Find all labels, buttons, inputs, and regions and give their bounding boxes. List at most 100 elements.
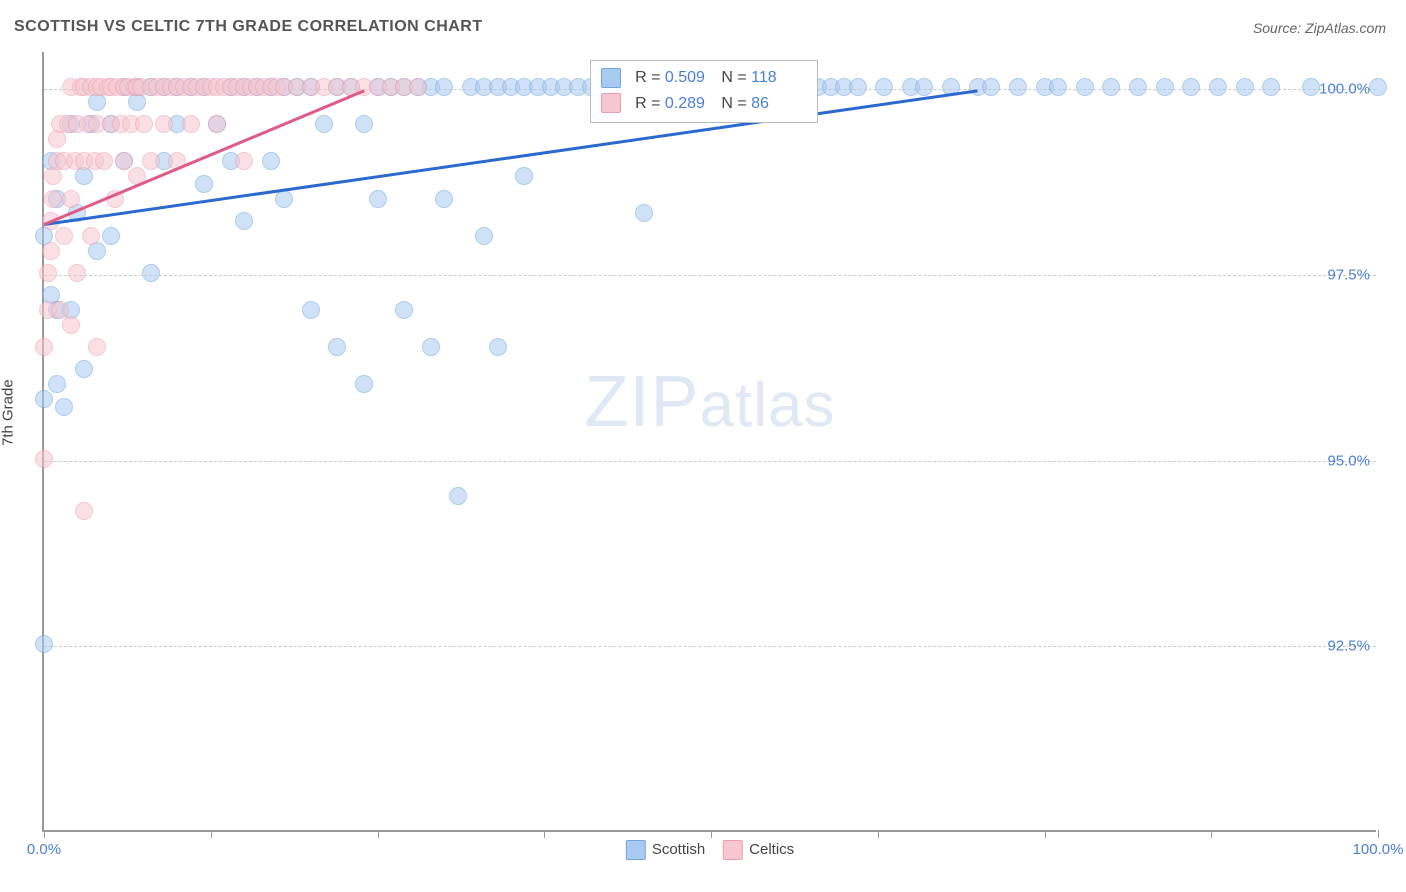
data-point — [1102, 78, 1120, 96]
data-point — [235, 152, 253, 170]
data-point — [35, 635, 53, 653]
data-point — [435, 78, 453, 96]
data-point — [1209, 78, 1227, 96]
legend-item: Scottish — [626, 840, 705, 860]
data-point — [195, 175, 213, 193]
chart-source: Source: ZipAtlas.com — [1253, 20, 1386, 36]
stats-box: R = 0.509 N = 118R = 0.289 N = 86 — [590, 60, 818, 123]
y-axis-label: 7th Grade — [0, 379, 17, 446]
x-tick — [1378, 830, 1379, 838]
data-point — [235, 212, 253, 230]
x-tick — [44, 830, 45, 838]
data-point — [62, 316, 80, 334]
data-point — [55, 398, 73, 416]
x-tick — [1211, 830, 1212, 838]
plot-area: ZIPatlas ScottishCeltics 92.5%95.0%97.5%… — [42, 52, 1376, 832]
x-tick — [211, 830, 212, 838]
data-point — [135, 115, 153, 133]
legend-swatch — [601, 93, 621, 113]
data-point — [75, 502, 93, 520]
data-point — [155, 115, 173, 133]
data-point — [1369, 78, 1387, 96]
data-point — [849, 78, 867, 96]
data-point — [55, 227, 73, 245]
data-point — [1009, 78, 1027, 96]
data-point — [275, 190, 293, 208]
data-point — [475, 227, 493, 245]
data-point — [39, 264, 57, 282]
data-point — [35, 338, 53, 356]
data-point — [82, 227, 100, 245]
x-tick — [378, 830, 379, 838]
data-point — [68, 264, 86, 282]
data-point — [208, 115, 226, 133]
data-point — [1236, 78, 1254, 96]
watermark-rest: atlas — [700, 371, 836, 440]
data-point — [982, 78, 1000, 96]
data-point — [302, 301, 320, 319]
data-point — [35, 390, 53, 408]
x-tick-label: 0.0% — [27, 841, 61, 858]
data-point — [1302, 78, 1320, 96]
stats-text: R = 0.509 N = 118 — [635, 65, 803, 91]
watermark: ZIPatlas — [585, 361, 836, 443]
x-tick — [1045, 830, 1046, 838]
data-point — [182, 115, 200, 133]
data-point — [1182, 78, 1200, 96]
data-point — [142, 152, 160, 170]
data-point — [75, 360, 93, 378]
legend-swatch — [626, 840, 646, 860]
data-point — [355, 375, 373, 393]
data-point — [355, 115, 373, 133]
data-point — [1076, 78, 1094, 96]
legend-swatch — [601, 68, 621, 88]
data-point — [1049, 78, 1067, 96]
legend-label: Scottish — [652, 841, 705, 858]
x-tick — [544, 830, 545, 838]
chart-title: SCOTTISH VS CELTIC 7TH GRADE CORRELATION… — [14, 18, 483, 36]
data-point — [422, 338, 440, 356]
data-point — [44, 190, 62, 208]
data-point — [489, 338, 507, 356]
y-tick-label: 92.5% — [1327, 638, 1370, 655]
data-point — [42, 242, 60, 260]
series-legend: Scottish Celtics — [626, 840, 794, 860]
data-point — [48, 375, 66, 393]
data-point — [515, 167, 533, 185]
legend-swatch — [723, 840, 743, 860]
y-tick-label: 100.0% — [1319, 81, 1370, 98]
watermark-bold: ZIP — [585, 362, 700, 442]
legend-label: Celtics — [749, 841, 794, 858]
data-point — [95, 152, 113, 170]
data-point — [88, 338, 106, 356]
data-point — [328, 338, 346, 356]
data-point — [369, 190, 387, 208]
gridline — [44, 461, 1376, 462]
data-point — [875, 78, 893, 96]
data-point — [1262, 78, 1280, 96]
stats-row: R = 0.289 N = 86 — [601, 91, 803, 117]
data-point — [35, 450, 53, 468]
data-point — [1129, 78, 1147, 96]
x-tick — [711, 830, 712, 838]
correlation-chart: SCOTTISH VS CELTIC 7TH GRADE CORRELATION… — [0, 0, 1406, 892]
data-point — [435, 190, 453, 208]
data-point — [635, 204, 653, 222]
stats-text: R = 0.289 N = 86 — [635, 91, 803, 117]
x-tick-label: 100.0% — [1353, 841, 1404, 858]
data-point — [102, 227, 120, 245]
data-point — [915, 78, 933, 96]
data-point — [409, 78, 427, 96]
stats-row: R = 0.509 N = 118 — [601, 65, 803, 91]
data-point — [449, 487, 467, 505]
data-point — [142, 264, 160, 282]
x-tick — [878, 830, 879, 838]
legend-item: Celtics — [723, 840, 794, 860]
y-tick-label: 95.0% — [1327, 452, 1370, 469]
data-point — [115, 152, 133, 170]
data-point — [395, 301, 413, 319]
y-tick-label: 97.5% — [1327, 266, 1370, 283]
data-point — [1156, 78, 1174, 96]
gridline — [44, 275, 1376, 276]
gridline — [44, 646, 1376, 647]
